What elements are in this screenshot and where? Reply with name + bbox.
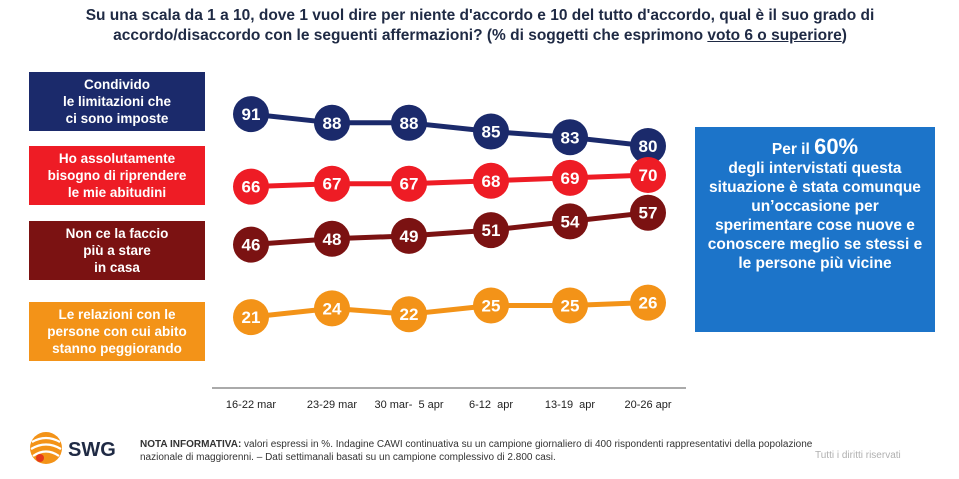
data-point — [630, 128, 666, 164]
data-point — [552, 159, 588, 196]
data-label: 85 — [482, 123, 501, 142]
data-point — [473, 212, 509, 249]
data-label: 25 — [482, 297, 501, 316]
data-label: 66 — [242, 178, 261, 197]
info-note: NOTA INFORMATIVA: valori espressi in %. … — [140, 438, 820, 464]
x-tick-label: 16-22 mar — [226, 399, 276, 411]
info-note-label: NOTA INFORMATIVA: — [140, 439, 242, 450]
series-line — [250, 111, 649, 149]
data-point — [233, 299, 269, 336]
callout-box: Per il 60% degli intervistati questa sit… — [695, 127, 935, 332]
data-label: 68 — [482, 172, 501, 191]
data-label: 21 — [242, 308, 261, 327]
x-tick-label: 20-26 apr — [624, 399, 671, 411]
info-note-text: valori espressi in %. Indagine CAWI cont… — [140, 439, 813, 463]
series-label-stare-in-casa: Non ce la faccio più a stare in casa — [29, 221, 205, 280]
data-label: 83 — [561, 128, 580, 147]
data-point — [314, 220, 350, 257]
data-point — [314, 290, 350, 327]
data-point — [473, 113, 509, 150]
data-label: 67 — [323, 175, 342, 194]
data-label: 70 — [639, 166, 658, 185]
data-point — [630, 157, 666, 193]
data-label: 69 — [561, 169, 580, 188]
data-label: 22 — [400, 305, 419, 324]
data-label: 49 — [400, 227, 419, 246]
title-question: Su una scala da 1 a 10, dove 1 vuol dire… — [85, 7, 875, 44]
data-point — [391, 104, 427, 141]
data-point — [233, 96, 269, 133]
series-label-abitudini: Ho assolutamente bisogno di riprendere l… — [29, 146, 205, 205]
series-line — [250, 210, 649, 248]
data-label: 46 — [242, 236, 261, 255]
data-point — [314, 165, 350, 202]
data-label: 51 — [482, 221, 501, 240]
logo-text: SWG — [68, 439, 116, 461]
data-label: 67 — [400, 175, 419, 194]
title-note-close: ) — [841, 27, 847, 44]
data-point — [473, 287, 509, 324]
data-label: 88 — [323, 114, 342, 133]
data-point — [314, 104, 350, 141]
x-tick-label: 23-29 mar — [307, 399, 357, 411]
data-label: 88 — [400, 114, 419, 133]
swg-logo-icon — [30, 432, 62, 464]
series-line — [250, 172, 649, 190]
series-line — [250, 300, 649, 320]
data-point — [552, 203, 588, 240]
data-point — [552, 287, 588, 324]
chart-title: Su una scala da 1 a 10, dove 1 vuol dire… — [20, 6, 940, 46]
data-label: 57 — [639, 204, 658, 223]
data-label: 54 — [561, 212, 580, 231]
data-point — [391, 165, 427, 202]
callout-body: degli intervistati questa situazione è s… — [707, 160, 923, 272]
data-point — [391, 296, 427, 333]
callout-pre: Per il — [771, 141, 815, 158]
title-note: (% di soggetti che esprimono — [486, 27, 708, 44]
data-point — [233, 168, 269, 205]
data-label: 24 — [323, 299, 342, 318]
x-tick-label: 30 mar- 5 apr — [374, 399, 443, 411]
data-label: 48 — [323, 230, 342, 249]
x-tick-label: 13-19 apr — [545, 399, 595, 411]
x-tick-label: 6-12 apr — [469, 399, 513, 411]
data-label: 80 — [639, 137, 658, 156]
data-point — [630, 284, 666, 321]
data-label: 25 — [561, 297, 580, 316]
data-point — [552, 119, 588, 156]
data-point — [630, 194, 666, 231]
data-label: 26 — [639, 294, 658, 313]
callout-percentage: 60% — [814, 134, 859, 159]
title-note-underlined: voto 6 o superiore — [707, 27, 842, 44]
rights-reserved: Tutti i diritti riservati — [815, 450, 901, 461]
series-label-limitazioni: Condivido le limitazioni che ci sono imp… — [29, 72, 205, 131]
data-point — [233, 226, 269, 263]
data-point — [473, 162, 509, 199]
series-label-relazioni: Le relazioni con le persone con cui abit… — [29, 302, 205, 361]
data-label: 91 — [242, 105, 261, 124]
data-point — [391, 217, 427, 254]
